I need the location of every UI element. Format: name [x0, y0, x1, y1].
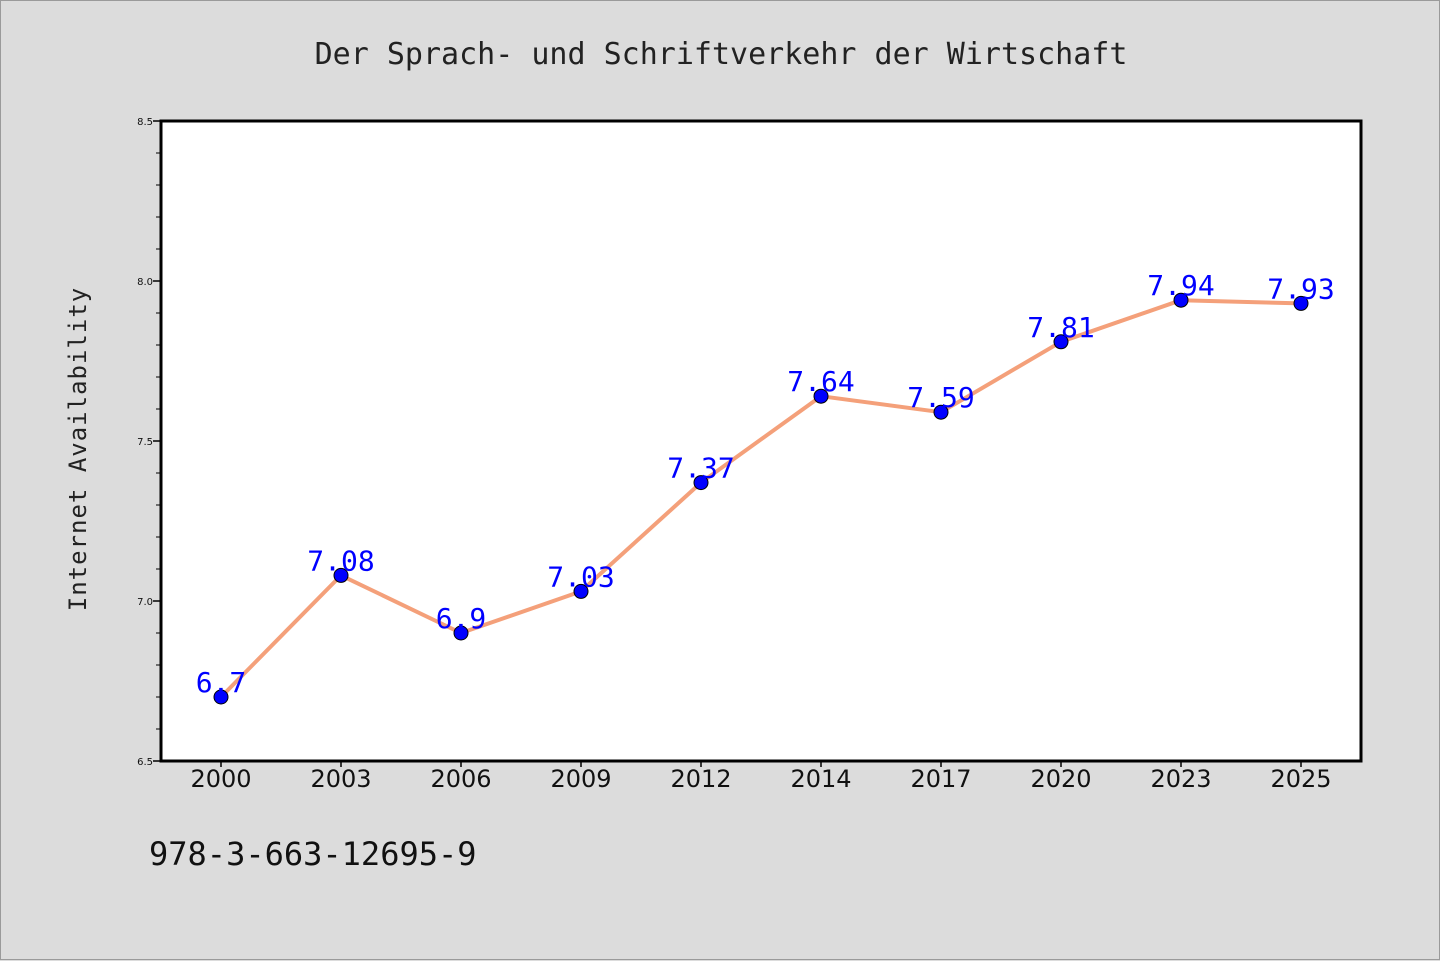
y-tick-label: 7.5: [137, 437, 153, 448]
data-point-marker: [693, 475, 709, 491]
y-axis-label: Internet Availability: [64, 287, 92, 611]
data-point-marker: [213, 689, 229, 705]
x-tick-label: 2014: [790, 765, 851, 793]
y-tick-label: 8.0: [137, 277, 153, 288]
x-tick-label: 2003: [310, 765, 371, 793]
y-tick-label: 6.5: [137, 757, 153, 768]
series-line: [219, 298, 1302, 699]
series-markers: [213, 292, 1309, 705]
data-point-label: 6.9: [436, 602, 487, 635]
data-point-marker: [453, 625, 469, 641]
data-point-label: 7.81: [1027, 311, 1094, 344]
x-tick-label: 2020: [1030, 765, 1091, 793]
data-point-label: 7.03: [547, 560, 614, 593]
chart-title: Der Sprach- und Schriftverkehr der Wirts…: [315, 37, 1128, 72]
plot-border: [159, 119, 1363, 763]
data-point-label: 7.59: [907, 381, 974, 414]
data-point-marker: [333, 567, 349, 583]
data-labels: 6.7 7.08 6.9 7.03 7.37 7.64 7.59 7.81 7.94 7.93: [196, 269, 1335, 699]
data-point-marker: [1053, 334, 1069, 350]
x-tick-label: 2000: [190, 765, 251, 793]
data-point-label: 7.94: [1147, 269, 1214, 302]
data-point-label: 7.93: [1267, 272, 1334, 305]
x-tick-label: 2023: [1150, 765, 1211, 793]
data-point-label: 6.7: [196, 666, 247, 699]
data-point-label: 7.37: [667, 452, 734, 485]
x-tick-label: 2025: [1270, 765, 1331, 793]
y-tick-label: 7.0: [137, 597, 153, 608]
isbn-text: 978-3-663-12695-9: [149, 835, 477, 873]
x-tick-label: 2017: [910, 765, 971, 793]
data-point-marker: [1173, 292, 1189, 308]
y-tick-label: 8.5: [137, 117, 153, 128]
x-axis-ticks: 2000 2003 2006 2009 2012 2014 2017 2020 2023 2025: [190, 761, 1332, 793]
data-point-marker: [1293, 295, 1309, 311]
data-point-label: 7.64: [787, 365, 854, 398]
x-tick-label: 2009: [550, 765, 611, 793]
data-point-label: 7.08: [307, 544, 374, 577]
y-axis-label-group: Internet Availability: [64, 287, 92, 611]
x-tick-label: 2006: [430, 765, 491, 793]
data-point-marker: [573, 583, 589, 599]
data-point-marker: [813, 388, 829, 404]
y-axis-ticks: 6.5 7.0 7.5 8.0 8.5: [137, 117, 161, 768]
data-point-marker: [933, 404, 949, 420]
x-tick-label: 2012: [670, 765, 731, 793]
